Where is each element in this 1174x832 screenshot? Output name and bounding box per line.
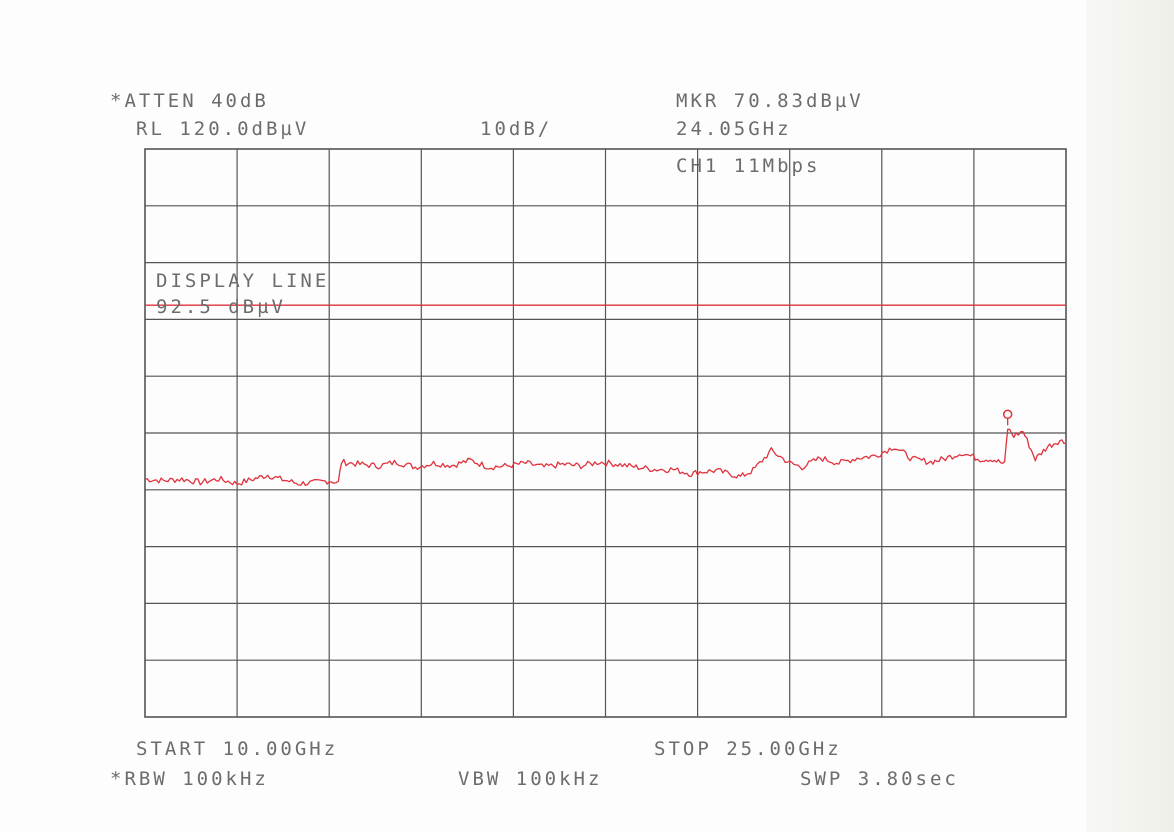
- display-line-value-label: 92.5 dBµV: [156, 296, 286, 318]
- scale-label: 10dB/: [480, 118, 553, 140]
- display-line-label: DISPLAY LINE: [156, 270, 330, 292]
- plot-grid: [144, 148, 1067, 718]
- spectrum-trace: [144, 428, 1067, 487]
- sweep-time-label: SWP 3.80sec: [800, 768, 959, 790]
- start-frequency-label: START 10.00GHz: [136, 738, 339, 760]
- video-bandwidth-label: VBW 100kHz: [458, 768, 603, 790]
- marker-frequency-label: 24.05GHz: [676, 118, 792, 140]
- marker-group: [1002, 409, 1013, 426]
- stop-frequency-label: STOP 25.00GHz: [654, 738, 842, 760]
- reference-level-label: RL 120.0dBµV: [136, 118, 310, 140]
- marker-symbol: [1002, 409, 1013, 420]
- resolution-bandwidth-label: *RBW 100kHz: [110, 768, 269, 790]
- scan-edge: [1086, 0, 1174, 832]
- trace-group: [144, 428, 1067, 487]
- marker-level-label: MKR 70.83dBµV: [676, 90, 864, 112]
- channel-label: CH1 11Mbps: [676, 155, 821, 177]
- attenuation-label: *ATTEN 40dB: [110, 90, 269, 112]
